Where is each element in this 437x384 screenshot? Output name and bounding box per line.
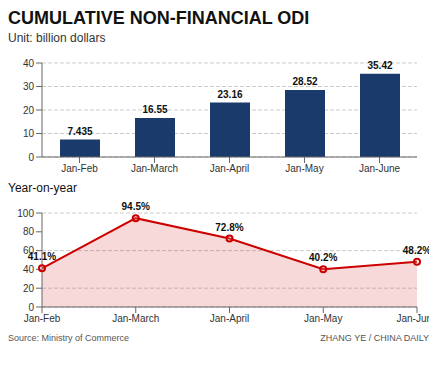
svg-text:48.2%: 48.2% [403, 245, 429, 256]
svg-text:28.52: 28.52 [292, 76, 317, 87]
svg-text:Jan-March: Jan-March [131, 163, 178, 174]
svg-text:0: 0 [28, 302, 34, 313]
svg-text:0: 0 [28, 152, 34, 163]
svg-text:20: 20 [23, 105, 35, 116]
svg-text:Jan-Feb: Jan-Feb [61, 163, 98, 174]
svg-text:Jan-April: Jan-April [210, 313, 249, 324]
svg-text:Jan-April: Jan-April [210, 163, 249, 174]
svg-text:80: 80 [23, 226, 35, 237]
svg-text:Jan-June: Jan-June [359, 163, 401, 174]
svg-text:Jan-June: Jan-June [396, 313, 429, 324]
html-text:Source: Ministry of Commerce: Source: Ministry of Commerce [8, 333, 129, 343]
svg-text:41.1%: 41.1% [28, 251, 56, 262]
svg-text:40: 40 [23, 58, 35, 69]
svg-text:30: 30 [23, 81, 35, 92]
html-text:ZHANG YE / CHINA DAILY: ZHANG YE / CHINA DAILY [320, 333, 429, 343]
svg-text:Jan-Feb: Jan-Feb [24, 313, 61, 324]
svg-text:10: 10 [23, 128, 35, 139]
svg-text:7.435: 7.435 [67, 126, 92, 137]
html-text:Year-on-year: Year-on-year [8, 181, 77, 195]
svg-text:20: 20 [23, 283, 35, 294]
svg-text:94.5%: 94.5% [122, 201, 150, 212]
svg-text:23.16: 23.16 [217, 89, 242, 100]
svg-text:Jan-March: Jan-March [112, 313, 159, 324]
svg-text:40.2%: 40.2% [309, 252, 337, 263]
svg-text:40: 40 [23, 264, 35, 275]
svg-text:72.8%: 72.8% [215, 222, 243, 233]
html-text:CUMULATIVE NON-FINANCIAL ODI: CUMULATIVE NON-FINANCIAL ODI [8, 8, 310, 28]
svg-text:16.55: 16.55 [142, 104, 167, 115]
html-text:Unit: billion dollars: Unit: billion dollars [8, 31, 106, 45]
svg-text:100: 100 [17, 208, 34, 219]
svg-text:35.42: 35.42 [367, 60, 392, 71]
svg-text:Jan-May: Jan-May [285, 163, 323, 174]
svg-text:Jan-May: Jan-May [304, 313, 342, 324]
